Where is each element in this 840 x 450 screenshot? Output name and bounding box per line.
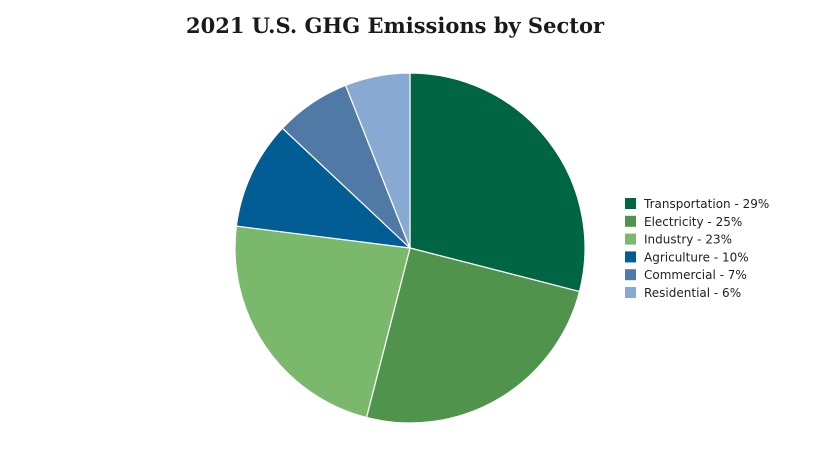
legend-item-agriculture: Agriculture - 10% <box>625 250 749 264</box>
legend-item-industry: Industry - 23% <box>625 233 732 247</box>
pie-slice-residential <box>344 72 411 249</box>
pie-slice-electricity <box>365 247 581 424</box>
legend-label-agriculture: Agriculture - 10% <box>644 250 749 264</box>
pie-slice-agriculture <box>235 127 412 249</box>
legend-label-commercial: Commercial - 7% <box>644 268 747 282</box>
pie-slice-industry <box>234 225 411 419</box>
legend-label-industry: Industry - 23% <box>644 233 732 247</box>
chart-title: 2021 U.S. GHG Emissions by Sector <box>186 13 605 38</box>
legend-item-transportation: Transportation - 29% <box>625 197 769 211</box>
legend-item-electricity: Electricity - 25% <box>625 215 742 229</box>
legend-item-residential: Residential - 6% <box>625 286 741 300</box>
pie-slice-transportation <box>409 72 586 293</box>
legend-swatch-transportation <box>625 198 636 209</box>
legend-swatch-residential <box>625 287 636 298</box>
legend-label-electricity: Electricity - 25% <box>644 215 742 229</box>
legend-swatch-electricity <box>625 215 636 227</box>
legend-item-commercial: Commercial - 7% <box>625 268 747 282</box>
legend-label-transportation: Transportation - 29% <box>643 197 769 211</box>
pie-slices <box>234 72 586 424</box>
legend-label-residential: Residential - 6% <box>644 286 741 300</box>
legend-swatch-industry <box>625 233 636 245</box>
legend-swatch-commercial <box>625 269 636 281</box>
legend: Transportation - 29% Electricity - 25% Ind… <box>625 197 769 300</box>
legend-swatch-agriculture <box>625 251 636 263</box>
